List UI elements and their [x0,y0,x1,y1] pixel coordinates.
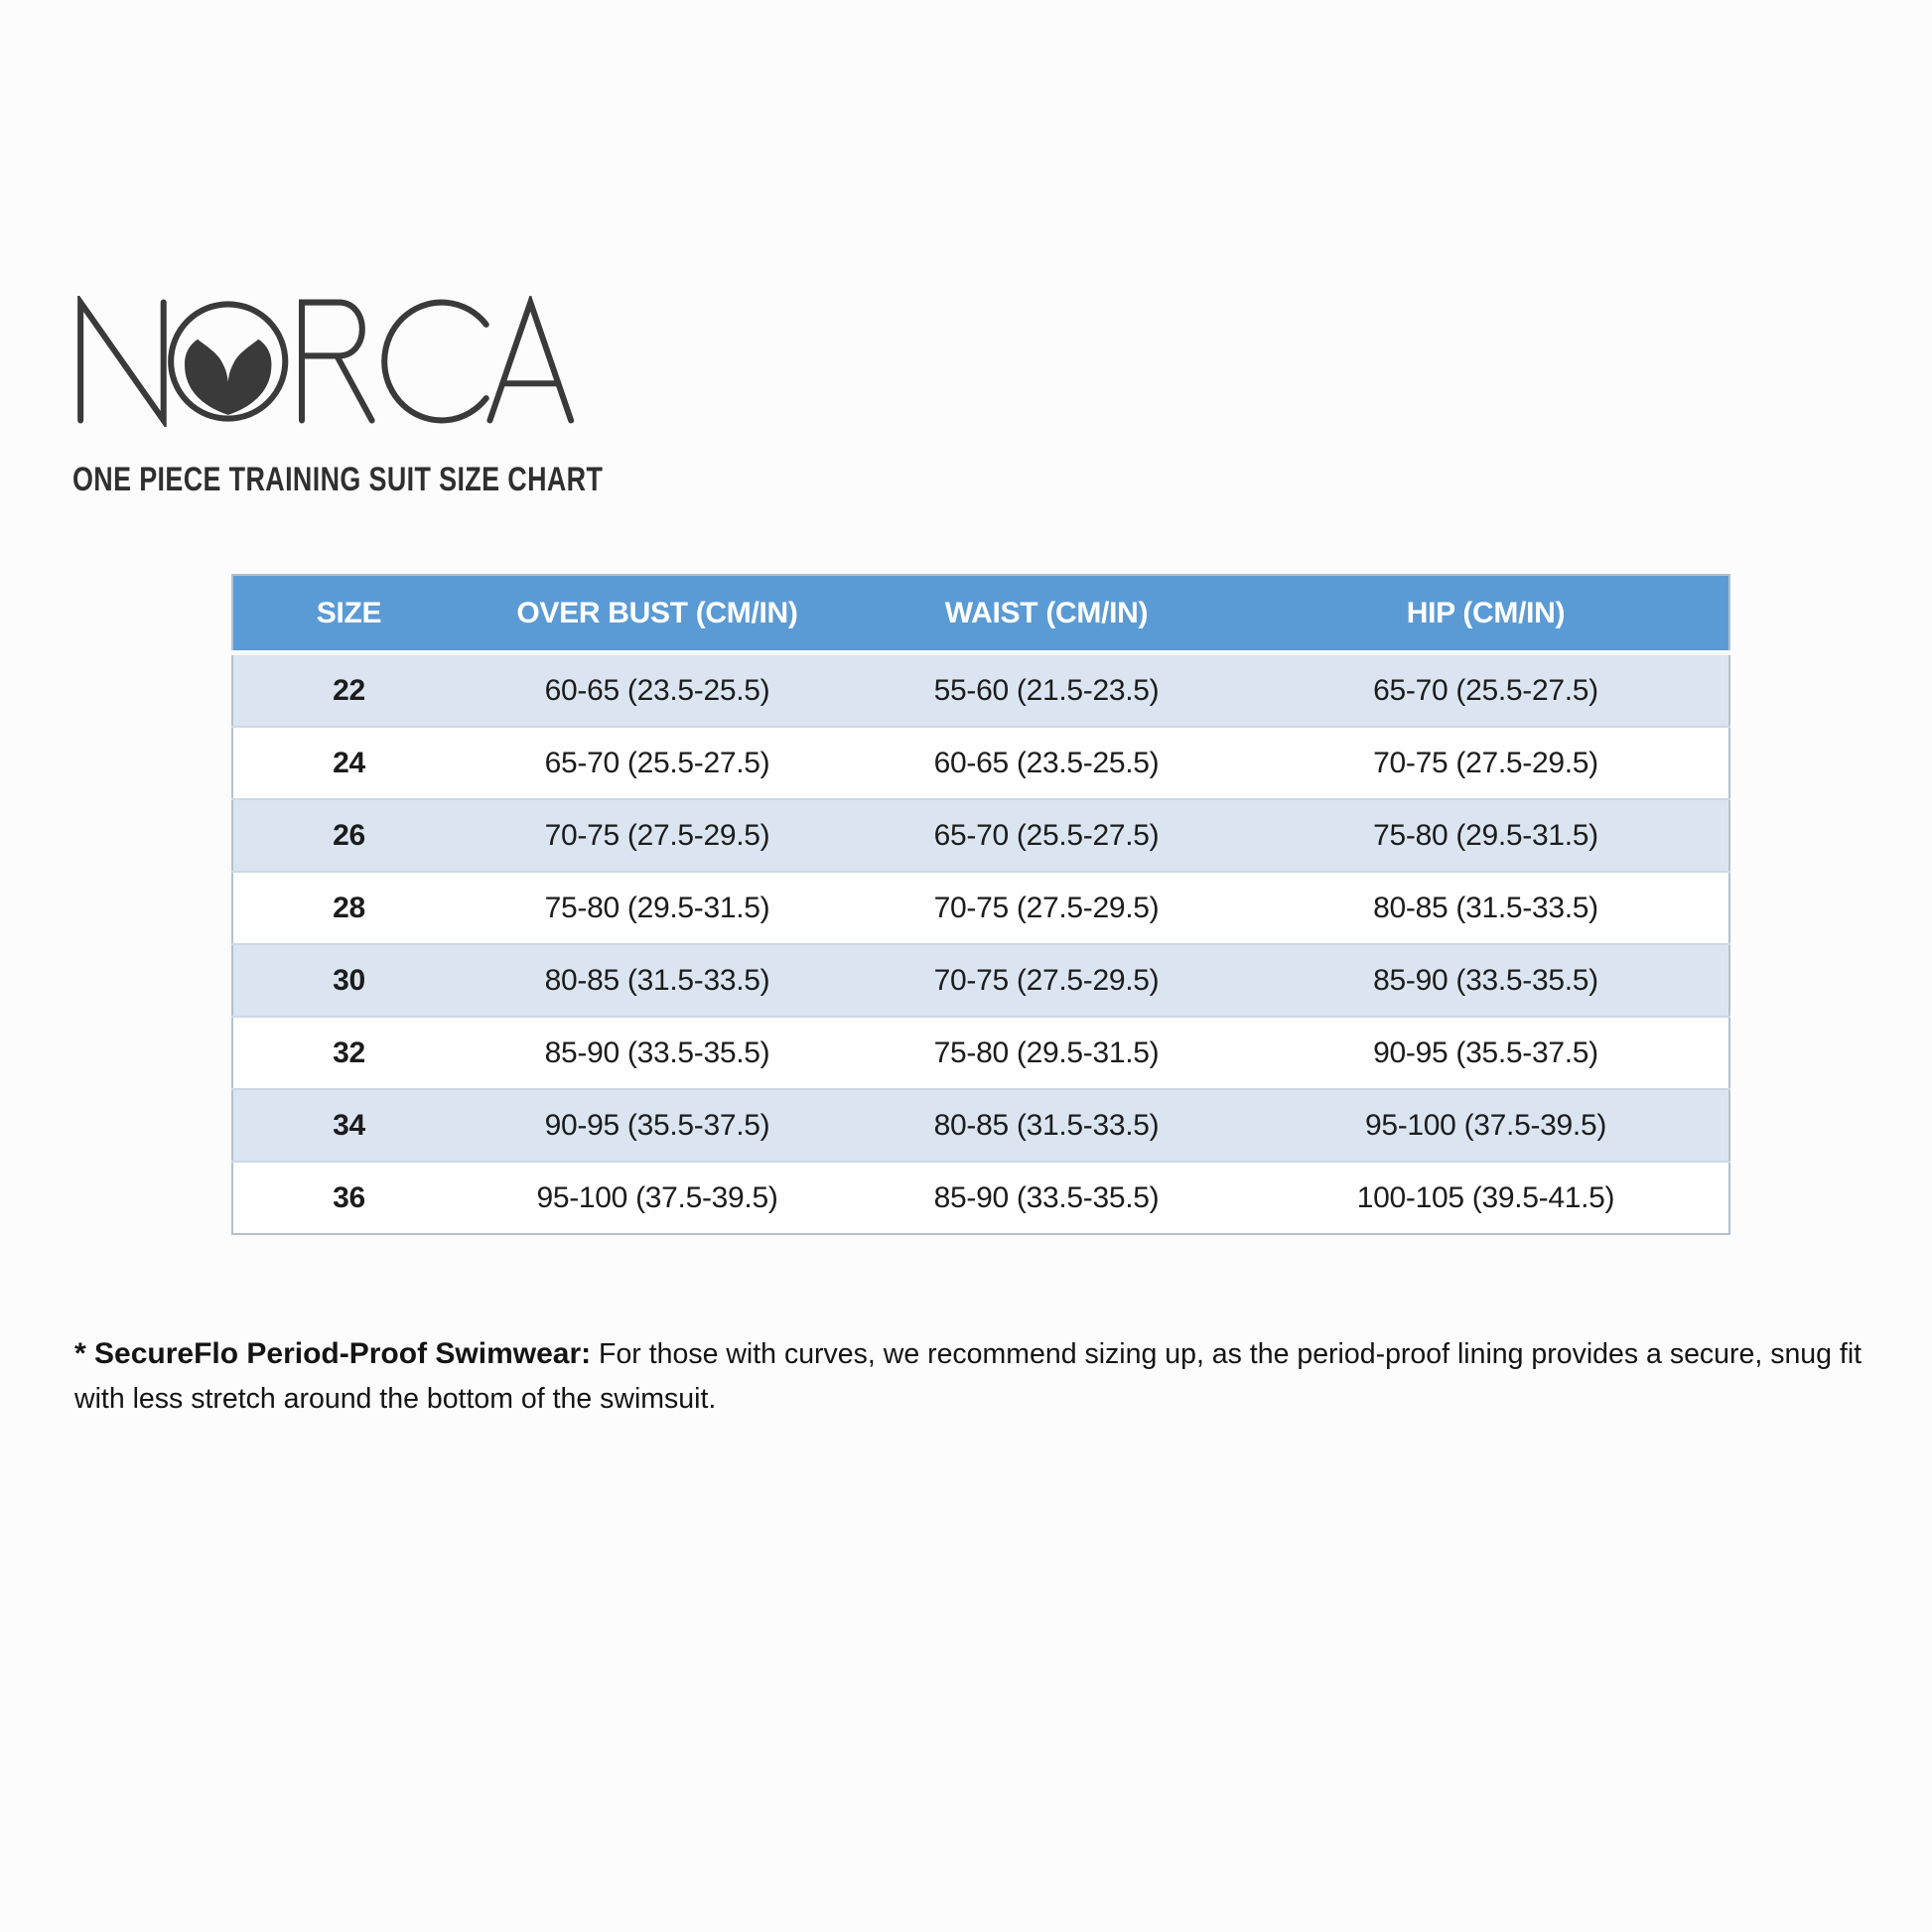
cell-hip: 70-75 (27.5-29.5) [1243,727,1729,800]
cell-hip: 100-105 (39.5-41.5) [1243,1162,1729,1234]
cell-size: 32 [232,1017,465,1090]
cell-over-bust: 95-100 (37.5-39.5) [465,1162,850,1234]
cell-waist: 80-85 (31.5-33.5) [850,1089,1243,1163]
norca-logo: NORCA NORCA [69,296,586,427]
cell-hip: 65-70 (25.5-27.5) [1243,652,1729,728]
header-row: SIZE OVER BUST (CM/IN) WAIST (CM/IN) HIP… [232,575,1729,655]
column-header-waist: WAIST (CM/IN) [850,575,1243,655]
column-header-over-bust: OVER BUST (CM/IN) [465,575,850,655]
cell-over-bust: 75-80 (29.5-31.5) [465,872,850,945]
table-row: 28 75-80 (29.5-31.5) 70-75 (27.5-29.5) 8… [232,872,1729,945]
table-row: 32 85-90 (33.5-35.5) 75-80 (29.5-31.5) 9… [232,1017,1729,1090]
cell-over-bust: 80-85 (31.5-33.5) [465,944,850,1018]
cell-size: 36 [232,1162,465,1234]
norca-logo-graphic: NORCA [77,296,575,427]
size-chart-container: SIZE OVER BUST (CM/IN) WAIST (CM/IN) HIP… [231,574,1730,1235]
column-header-hip: HIP (CM/IN) [1243,575,1729,655]
table-row: 24 65-70 (25.5-27.5) 60-65 (23.5-25.5) 7… [232,727,1729,800]
cell-hip: 95-100 (37.5-39.5) [1243,1089,1729,1163]
table-row: 30 80-85 (31.5-33.5) 70-75 (27.5-29.5) 8… [232,944,1729,1018]
cell-hip: 85-90 (33.5-35.5) [1243,944,1729,1018]
table-row: 36 95-100 (37.5-39.5) 85-90 (33.5-35.5) … [232,1162,1729,1234]
cell-size: 24 [232,727,465,800]
footnote-label: * SecureFlo Period-Proof Swimwear: [74,1336,592,1370]
footnote: * SecureFlo Period-Proof Swimwear: For t… [74,1331,1876,1422]
cell-size: 30 [232,944,465,1018]
table-row: 34 90-95 (35.5-37.5) 80-85 (31.5-33.5) 9… [232,1089,1729,1163]
cell-size: 26 [232,799,465,873]
size-chart-title: ONE PIECE TRAINING SUIT SIZE CHART [72,461,604,498]
cell-hip: 90-95 (35.5-37.5) [1243,1017,1729,1090]
table-row: 26 70-75 (27.5-29.5) 65-70 (25.5-27.5) 7… [232,799,1729,873]
cell-over-bust: 60-65 (23.5-25.5) [465,652,850,728]
cell-waist: 85-90 (33.5-35.5) [850,1162,1243,1234]
cell-waist: 75-80 (29.5-31.5) [850,1017,1243,1090]
cell-over-bust: 70-75 (27.5-29.5) [465,799,850,873]
cell-hip: 80-85 (31.5-33.5) [1243,872,1729,945]
cell-size: 22 [232,652,465,728]
size-chart-table: SIZE OVER BUST (CM/IN) WAIST (CM/IN) HIP… [231,574,1730,1235]
column-header-size: SIZE [232,575,465,655]
logo-letters [77,296,575,427]
cell-size: 34 [232,1089,465,1163]
cell-over-bust: 65-70 (25.5-27.5) [465,727,850,800]
cell-waist: 65-70 (25.5-27.5) [850,799,1243,873]
brand-name-text: NORCA [69,427,70,428]
cell-size: 28 [232,872,465,945]
cell-hip: 75-80 (29.5-31.5) [1243,799,1729,873]
cell-waist: 55-60 (21.5-23.5) [850,652,1243,728]
table-row: 22 60-65 (23.5-25.5) 55-60 (21.5-23.5) 6… [232,652,1729,728]
cell-over-bust: 85-90 (33.5-35.5) [465,1017,850,1090]
cell-waist: 60-65 (23.5-25.5) [850,727,1243,800]
cell-waist: 70-75 (27.5-29.5) [850,944,1243,1018]
footnote-text: For those with curves, we recommend sizi… [74,1337,1863,1416]
cell-over-bust: 90-95 (35.5-37.5) [465,1089,850,1163]
whale-tail-icon [184,339,272,415]
cell-waist: 70-75 (27.5-29.5) [850,872,1243,945]
